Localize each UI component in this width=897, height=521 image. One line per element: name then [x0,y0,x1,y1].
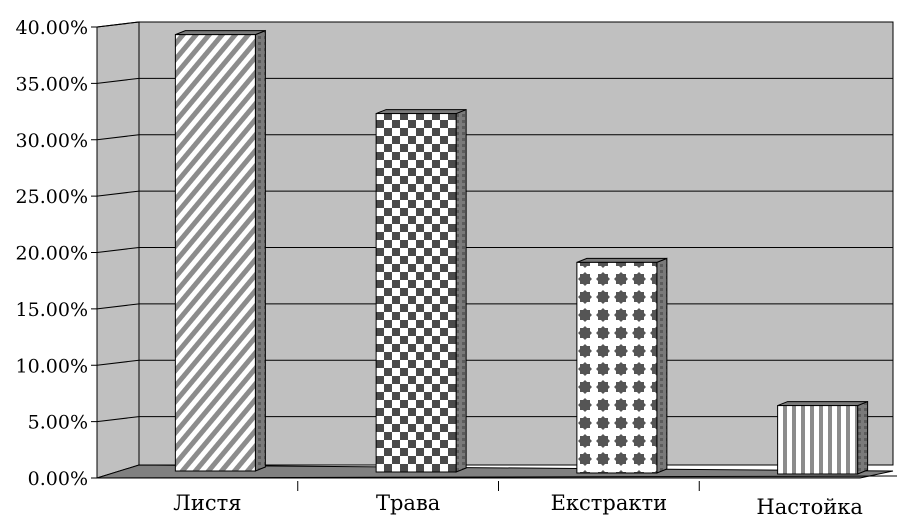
bar-front [576,261,658,474]
gridline-side [96,134,140,141]
bar-top [375,109,467,115]
bar [375,108,467,473]
bar-side [254,29,266,472]
x-axis: Листя Трава Екстракти Настойка [96,475,897,519]
bar-side [656,257,668,474]
bar-top [576,257,668,263]
bar [174,29,266,472]
y-tick-label: 10.00% [16,355,88,377]
bar-front [375,113,457,473]
x-axis-line [96,475,897,479]
x-tick-label: Екстракти [551,491,668,515]
y-tick-label: 5.00% [28,412,88,434]
bar-side [857,400,869,475]
y-axis: 0.00% 5.00% 10.00% 15.00% 20.00% 25.00% 30.00%… [16,17,98,490]
floor [96,464,894,479]
y-tick-label: 0.00% [28,468,88,490]
y-tick-label: 25.00% [16,186,88,208]
bar-front [777,405,859,475]
y-tick-label: 35.00% [16,73,88,95]
bar [777,400,869,475]
y-tick-label: 20.00% [16,243,88,265]
bar [576,257,668,474]
x-tick-label: Трава [376,491,440,515]
y-tick-label: 30.00% [16,130,88,152]
gridline-side [96,416,140,423]
y-tick-label: 40.00% [16,17,88,39]
x-tick-label: Листя [173,491,241,515]
gridline-side [96,359,140,366]
bar-top [777,401,868,407]
gridline-side [96,247,140,253]
gridline-side [96,21,140,28]
x-tick-label: Настойка [756,495,863,516]
bar-top [175,30,266,36]
bar-front [174,34,256,472]
y-tick-label: 15.00% [16,299,88,321]
gridline-side [96,303,140,310]
bar-side [455,108,467,473]
gridline-side [96,190,140,197]
gridline-side [96,77,140,84]
bars [174,29,869,475]
